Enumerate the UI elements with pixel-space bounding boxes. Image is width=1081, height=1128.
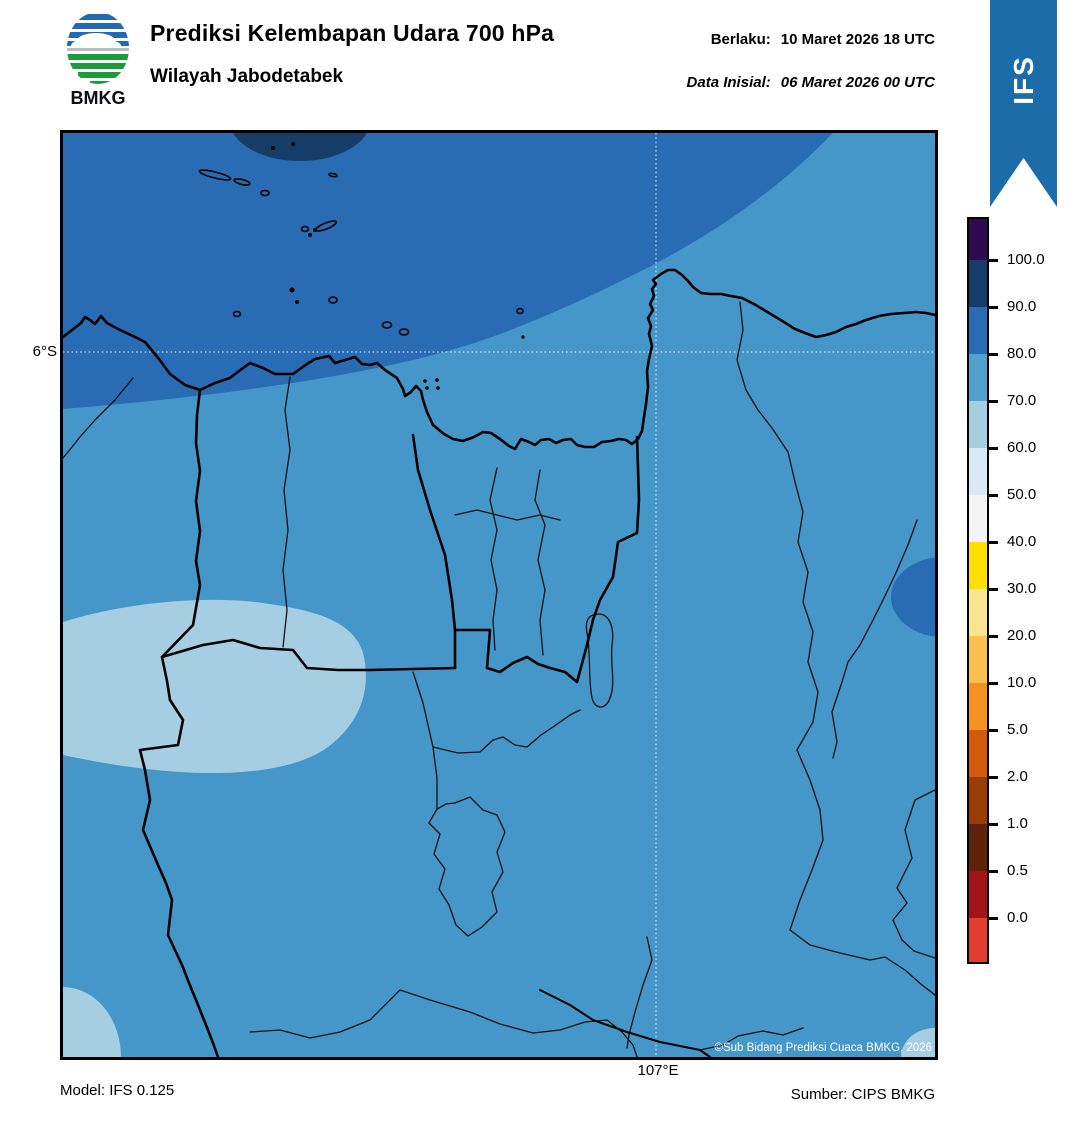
colorbar-segment: [969, 495, 987, 542]
colorbar-segment: [969, 448, 987, 495]
graticule: [63, 133, 935, 1057]
colorbar-segment: [969, 871, 987, 918]
colorbar: 100.0 90.0 80.0 70.0 60.0 50.0 40.0 30.0 20.0 10.…: [967, 217, 1045, 964]
colorbar-tick-label: 70.0: [1007, 392, 1037, 409]
rh-region-80-90-east: [891, 557, 935, 637]
colorbar-tick-mark: [989, 634, 998, 638]
lat-axis-label: 6°S: [32, 343, 57, 360]
islands: [198, 142, 525, 390]
colorbar-segment: [969, 354, 987, 401]
colorbar-segment: [969, 219, 987, 260]
province-borders: [138, 388, 711, 1057]
colorbar-tick-label: 60.0: [1007, 439, 1037, 456]
colorbar-tick-mark: [989, 305, 998, 309]
colorbar-tick-label: 50.0: [1007, 486, 1037, 503]
colorbar-tick-label: 40.0: [1007, 533, 1037, 550]
colorbar-tick-mark: [989, 493, 998, 497]
colorbar-tick-label: 1.0: [1007, 815, 1028, 832]
colorbar-segment: [969, 683, 987, 730]
colorbar-tick-mark: [989, 775, 998, 779]
colorbar-segments: [967, 217, 989, 964]
colorbar-tick-label: 100.0: [1007, 251, 1045, 268]
map-copyright: ©Sub Bidang Prediksi Cuaca BMKG, 2026: [714, 1042, 932, 1054]
initial-time-label: Data Inisial:: [686, 74, 771, 91]
source-note: Sumber: CIPS BMKG: [790, 1086, 935, 1103]
colorbar-tick-label: 80.0: [1007, 345, 1037, 362]
colorbar-segment: [969, 542, 987, 589]
coastline: [63, 268, 935, 451]
colorbar-segment: [969, 589, 987, 636]
colorbar-tick-label: 2.0: [1007, 768, 1028, 785]
model-ribbon-shape: [990, 0, 1057, 207]
model-ribbon-label: IFS: [1007, 55, 1039, 105]
colorbar-segment: [969, 824, 987, 871]
colorbar-tick-mark: [989, 681, 998, 685]
colorbar-tick-mark: [989, 916, 998, 920]
colorbar-tick-label: 0.0: [1007, 909, 1028, 926]
colorbar-segment: [969, 307, 987, 354]
colorbar-segment: [969, 401, 987, 448]
colorbar-tick-label: 90.0: [1007, 298, 1037, 315]
initial-time-line: Data Inisial: 06 Maret 2026 00 UTC: [687, 74, 935, 91]
colorbar-tick-mark: [989, 258, 998, 262]
colorbar-segment: [969, 636, 987, 683]
colorbar-segment: [969, 777, 987, 824]
colorbar-tick-mark: [989, 540, 998, 544]
colorbar-tick-label: 0.5: [1007, 862, 1028, 879]
lon-axis-label: 107°E: [637, 1062, 679, 1079]
colorbar-tick-mark: [989, 728, 998, 732]
district-borders: [63, 301, 935, 1057]
colorbar-segment: [969, 730, 987, 777]
colorbar-segment: [969, 260, 987, 307]
colorbar-tick-mark: [989, 587, 998, 591]
colorbar-tick-label: 5.0: [1007, 721, 1028, 738]
rh-region-90-100: [233, 133, 367, 161]
valid-time-label: Berlaku:: [710, 31, 771, 48]
map-panel: ©Sub Bidang Prediksi Cuaca BMKG, 2026: [60, 130, 938, 1060]
initial-time-value: 06 Maret 2026 00 UTC: [780, 74, 935, 91]
colorbar-tick-mark: [989, 352, 998, 356]
bmkg-logo-text: BMKG: [71, 88, 126, 108]
rh-region-60-70-sw: [63, 987, 121, 1057]
rh-region-60-70-se: [901, 1028, 935, 1057]
rh-region-80-90: [63, 133, 833, 409]
rh-region-60-70-west: [63, 599, 366, 774]
valid-time-line: Berlaku: 10 Maret 2026 18 UTC: [711, 31, 935, 48]
colorbar-tick-mark: [989, 446, 998, 450]
weather-map: [63, 133, 935, 1057]
model-note: Model: IFS 0.125: [60, 1082, 175, 1099]
valid-time-value: 10 Maret 2026 18 UTC: [780, 31, 935, 48]
colorbar-tick-mark: [989, 822, 998, 826]
colorbar-tick-label: 10.0: [1007, 674, 1037, 691]
bmkg-logo: BMKG: [67, 12, 129, 108]
colorbar-tick-mark: [989, 399, 998, 403]
page-subtitle: Wilayah Jabodetabek: [150, 66, 344, 87]
page-title: Prediksi Kelembapan Udara 700 hPa: [150, 20, 555, 46]
colorbar-tick-label: 30.0: [1007, 580, 1037, 597]
colorbar-segment: [969, 918, 987, 962]
colorbar-tick-label: 20.0: [1007, 627, 1037, 644]
model-ribbon: [990, 0, 1057, 207]
colorbar-tick-mark: [989, 869, 998, 873]
model-ribbon-label-wrap: IFS: [990, 0, 1057, 160]
